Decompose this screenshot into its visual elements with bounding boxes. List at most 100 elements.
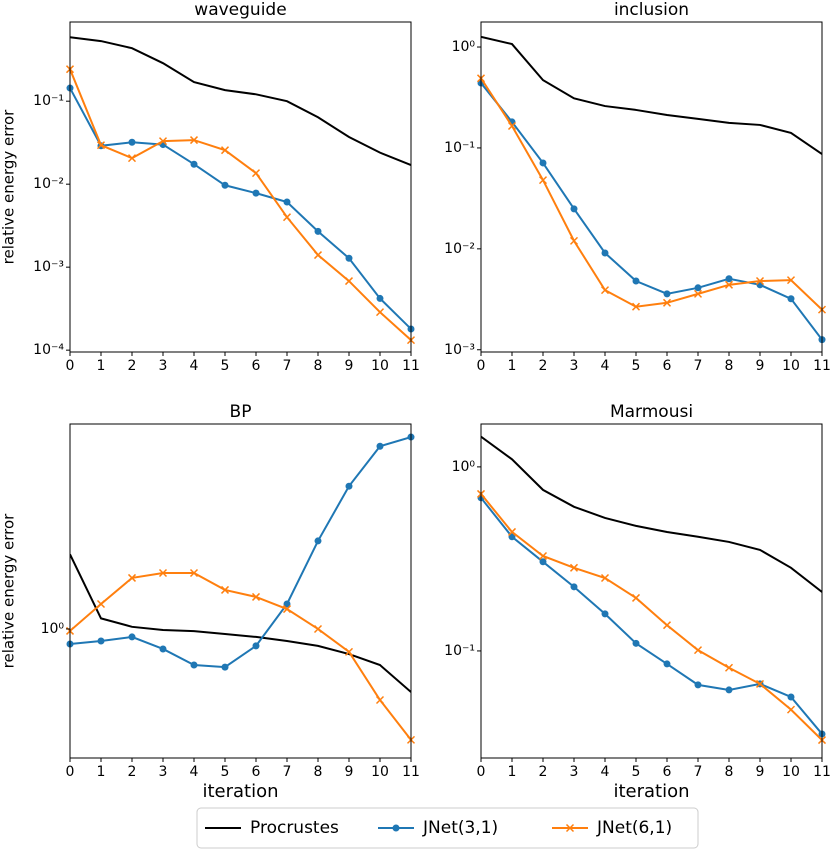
x-axis-label: iteration	[613, 781, 689, 802]
series-line	[481, 35, 822, 155]
marker	[569, 236, 579, 245]
legend-label: JNet(3,1)	[422, 818, 498, 838]
panel-title: Marmousi	[610, 402, 693, 422]
marker	[632, 639, 640, 647]
y-axis-label: relative energy error	[0, 513, 18, 669]
y-tick-label: 10⁻¹	[33, 93, 64, 109]
marker	[283, 198, 291, 206]
x-tick-label: 5	[632, 358, 641, 374]
panel-title: BP	[230, 402, 252, 422]
series-line	[481, 435, 822, 593]
panel: 0 1 2 3 4 5 6 7 8 9 10 11 10⁻¹ 10⁰ Marmousi iteration	[444, 402, 830, 802]
marker	[786, 276, 796, 285]
y-tick-label: 10⁻⁴	[33, 342, 64, 358]
axes-frame	[480, 423, 823, 759]
series-line	[70, 572, 411, 741]
x-tick-label: 3	[570, 358, 579, 374]
marker	[724, 280, 734, 289]
y-tick-label: 10⁻²	[33, 176, 64, 192]
x-tick-label: 2	[128, 358, 137, 374]
y-tick-label: 10⁰	[452, 459, 476, 475]
x-tick-label: 2	[539, 358, 548, 374]
x-tick-label: 4	[190, 358, 199, 374]
x-tick-label: 6	[252, 358, 261, 374]
x-tick-label: 11	[402, 764, 420, 780]
x-tick-label: 10	[371, 764, 389, 780]
marker	[313, 251, 323, 260]
y-tick-label: 10⁻¹	[444, 643, 475, 659]
series-line	[481, 497, 822, 735]
marker	[220, 585, 230, 594]
marker	[344, 277, 354, 286]
y-axis-label: relative energy error	[0, 109, 18, 265]
marker	[756, 281, 764, 289]
x-tick-label: 0	[66, 358, 75, 374]
y-tick-label: 10⁰	[41, 621, 65, 637]
x-tick-label: 6	[252, 764, 261, 780]
axes-frame	[480, 21, 823, 353]
marker	[724, 663, 734, 672]
x-tick-label: 1	[508, 358, 517, 374]
x-tick-label: 9	[756, 764, 765, 780]
x-tick-label: 11	[813, 358, 830, 374]
panel: 0 1 2 3 4 5 6 7 8 9 10 11 10⁻³ 10⁻² 10⁻¹ 10⁰ inclusion	[444, 0, 830, 374]
marker	[96, 141, 106, 150]
marker	[787, 693, 795, 701]
x-tick-label: 1	[97, 764, 106, 780]
marker	[127, 573, 137, 582]
marker	[189, 136, 199, 145]
marker	[786, 705, 796, 714]
x-tick-label: 0	[477, 358, 486, 374]
legend: Procrustes JNet(3,1) JNet(6,1)	[196, 807, 699, 849]
panel-title: inclusion	[614, 0, 689, 20]
x-tick-label: 1	[97, 358, 106, 374]
legend-label: JNet(6,1)	[596, 818, 672, 838]
x-tick-label: 11	[813, 764, 830, 780]
x-tick-label: 9	[345, 764, 354, 780]
marker	[601, 249, 609, 257]
x-tick-label: 10	[782, 358, 800, 374]
marker	[662, 621, 672, 630]
x-tick-label: 2	[128, 764, 137, 780]
marker	[97, 637, 105, 645]
marker	[190, 661, 198, 669]
marker	[662, 298, 672, 307]
x-tick-label: 10	[371, 358, 389, 374]
x-tick-label: 5	[221, 764, 230, 780]
x-tick-label: 10	[782, 764, 800, 780]
marker	[538, 551, 548, 561]
series-line	[70, 87, 411, 330]
marker	[282, 213, 292, 222]
marker	[725, 686, 733, 694]
marker	[282, 605, 292, 614]
x-tick-label: 7	[694, 764, 703, 780]
marker	[314, 227, 322, 235]
marker	[755, 276, 765, 286]
marker	[694, 284, 702, 292]
marker	[375, 308, 385, 317]
x-tick-label: 11	[402, 358, 420, 374]
marker	[345, 482, 353, 490]
marker	[538, 176, 548, 185]
marker	[787, 295, 795, 303]
marker	[632, 277, 640, 285]
marker	[189, 568, 199, 578]
x-tick-label: 3	[159, 358, 168, 374]
x-tick-label: 8	[725, 764, 734, 780]
marker	[375, 695, 385, 705]
marker	[392, 824, 400, 832]
marker	[725, 275, 733, 283]
panel: 0 1 2 3 4 5 6 7 8 9 10 11 10⁻⁴ 10⁻³ 10⁻² 10⁻¹ waveguide r…	[0, 0, 420, 374]
marker	[539, 558, 547, 566]
marker	[159, 645, 167, 653]
marker	[313, 624, 323, 633]
marker	[128, 138, 136, 146]
axes-frame	[69, 423, 412, 759]
marker	[283, 600, 291, 608]
x-tick-label: 6	[663, 358, 672, 374]
x-tick-label: 5	[221, 358, 230, 374]
marker	[220, 146, 230, 155]
x-axis-label: iteration	[202, 781, 278, 802]
marker	[569, 563, 579, 572]
marker	[600, 286, 610, 295]
